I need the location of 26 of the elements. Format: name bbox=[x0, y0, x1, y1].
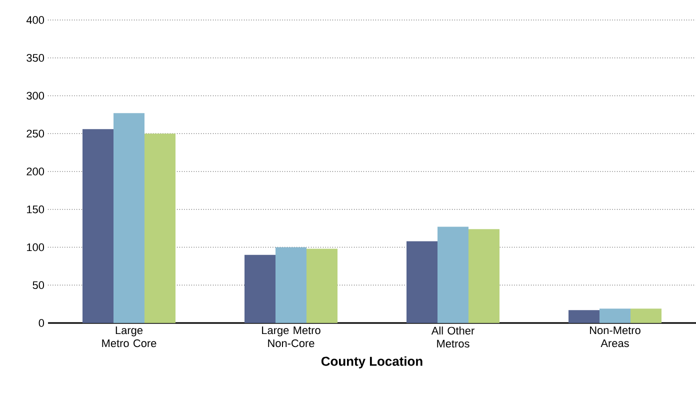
bar bbox=[276, 247, 307, 323]
y-tick-label: 300 bbox=[26, 92, 44, 100]
bar bbox=[568, 310, 600, 323]
bar bbox=[630, 308, 662, 323]
x-axis-title: County Location bbox=[321, 356, 422, 368]
y-tick-label: 400 bbox=[26, 16, 44, 24]
x-tick-label: All Other Metros bbox=[431, 326, 474, 348]
y-tick-label: 50 bbox=[32, 281, 44, 290]
y-tick-label: 350 bbox=[26, 54, 44, 62]
y-tick-label: 200 bbox=[26, 168, 44, 176]
bar bbox=[468, 229, 500, 323]
x-tick-label: Large Metro Non-Core bbox=[262, 326, 320, 348]
bar bbox=[114, 113, 144, 323]
y-tick-label: 250 bbox=[26, 130, 44, 138]
bar bbox=[244, 254, 276, 323]
bar bbox=[144, 134, 176, 323]
y-tick-label: 0 bbox=[38, 319, 44, 327]
x-tick-label: Non-Metro Areas bbox=[590, 326, 640, 348]
bar bbox=[306, 248, 338, 323]
bar bbox=[406, 241, 438, 323]
x-tick-label: Large Metro Core bbox=[102, 326, 156, 348]
y-tick-label: 100 bbox=[27, 243, 44, 252]
y-tick-label: 150 bbox=[27, 206, 44, 214]
bar bbox=[82, 129, 114, 323]
bar bbox=[600, 308, 631, 323]
bar bbox=[438, 226, 469, 323]
